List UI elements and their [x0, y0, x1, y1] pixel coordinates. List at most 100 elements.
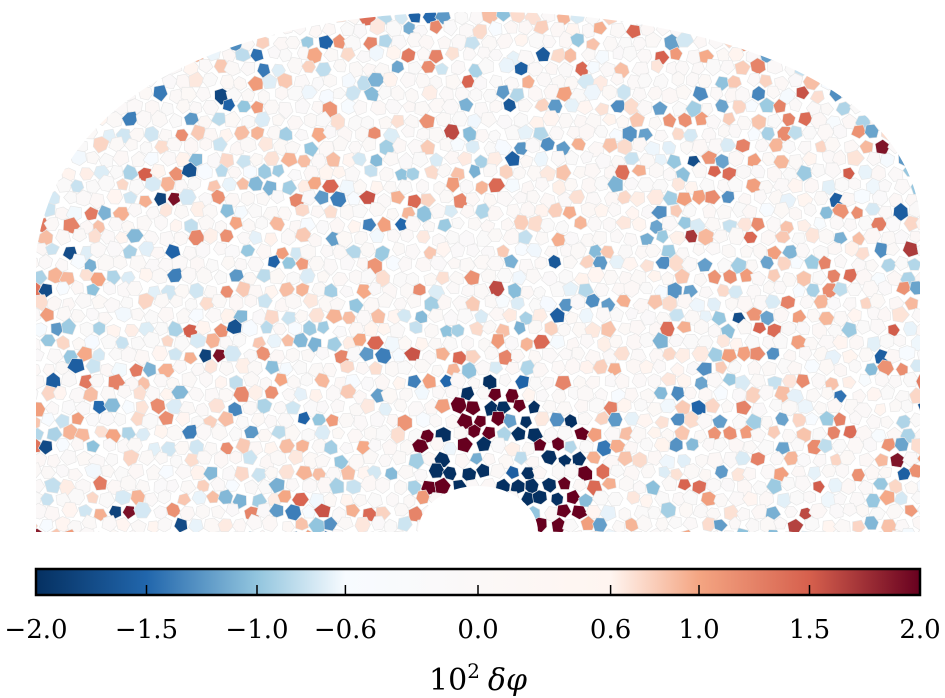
field-cell [255, 268, 273, 284]
field-cell [816, 47, 832, 63]
field-cell [450, 323, 465, 338]
field-cell [271, 63, 286, 77]
field-cell [540, 449, 558, 466]
field-cell [67, 487, 86, 506]
field-cell [92, 321, 106, 337]
field-cell [680, 529, 695, 532]
field-cell [44, 11, 61, 22]
field-cell [512, 399, 527, 414]
field-cell [631, 372, 647, 389]
field-cell [114, 21, 130, 38]
field-cell [720, 348, 738, 364]
field-cell [501, 307, 517, 324]
field-cell [76, 450, 93, 466]
field-cell [541, 110, 561, 127]
field-cell [606, 491, 624, 507]
field-cell [189, 201, 207, 217]
field-cell [281, 179, 298, 196]
field-cell [378, 453, 393, 468]
field-cell [40, 412, 56, 427]
field-cell [282, 520, 295, 532]
field-cell [369, 410, 386, 428]
field-cell [468, 163, 482, 180]
field-cell [166, 137, 183, 152]
field-cell [474, 359, 493, 376]
field-cell [263, 150, 280, 166]
field-cell [833, 123, 847, 140]
field-cell [151, 11, 167, 26]
field-cell [651, 100, 669, 116]
field-cell [564, 149, 580, 166]
field-cell [488, 49, 503, 61]
field-cell [520, 490, 535, 508]
field-cell [188, 22, 202, 37]
field-cell [180, 11, 195, 25]
field-cell [833, 491, 848, 505]
field-cell [427, 49, 444, 65]
field-cell [195, 423, 212, 442]
field-cell [573, 215, 588, 231]
field-cell [36, 415, 41, 432]
field-cell [648, 527, 665, 532]
field-cell [234, 357, 252, 374]
field-cell [320, 244, 334, 259]
field-cell [142, 361, 157, 378]
field-cell [502, 413, 518, 429]
field-cell [692, 34, 707, 49]
field-cell [199, 296, 215, 312]
field-cell [394, 167, 409, 181]
field-cell [848, 177, 862, 191]
field-cell [692, 243, 705, 257]
field-cell [712, 437, 728, 453]
field-cell [731, 19, 746, 35]
field-cell [181, 35, 197, 50]
field-cell [874, 371, 890, 388]
field-cell [74, 292, 92, 310]
field-cell [697, 73, 713, 88]
field-cell [773, 516, 788, 530]
field-cell [302, 292, 319, 309]
field-cell [169, 294, 183, 309]
field-cell [803, 359, 821, 374]
field-cell [796, 85, 810, 100]
field-cell [558, 113, 574, 129]
field-cell [380, 386, 399, 405]
field-cell [750, 504, 768, 520]
field-cell [846, 149, 865, 167]
field-cell [859, 452, 875, 467]
field-cell [101, 515, 119, 532]
field-cell [126, 437, 143, 453]
field-cell [444, 491, 461, 507]
field-cell [752, 242, 768, 261]
field-cell [109, 164, 123, 180]
field-cell [411, 438, 430, 454]
field-cell [579, 333, 595, 349]
field-cell [527, 84, 543, 103]
field-cell [870, 319, 887, 336]
field-cell [153, 191, 167, 207]
field-cell [820, 77, 836, 91]
field-cell [362, 531, 378, 532]
field-cell [272, 400, 288, 415]
field-cell [135, 109, 152, 128]
field-cell [167, 11, 182, 24]
field-cell [36, 180, 42, 195]
field-cell [336, 516, 354, 531]
field-cell [855, 503, 870, 518]
field-cell [647, 505, 662, 520]
field-cell [525, 242, 543, 258]
field-cell [256, 191, 271, 207]
field-cell [36, 24, 40, 39]
field-cell [593, 20, 608, 36]
field-cell [217, 488, 234, 505]
field-cell [167, 192, 181, 207]
field-cell [893, 178, 911, 196]
field-cell [735, 399, 753, 416]
field-cell [504, 335, 519, 352]
field-cell [188, 518, 204, 532]
field-cell [783, 450, 800, 466]
field-cell [558, 268, 574, 285]
field-cell [735, 374, 752, 392]
field-cell [497, 531, 514, 532]
field-cell [86, 150, 100, 165]
